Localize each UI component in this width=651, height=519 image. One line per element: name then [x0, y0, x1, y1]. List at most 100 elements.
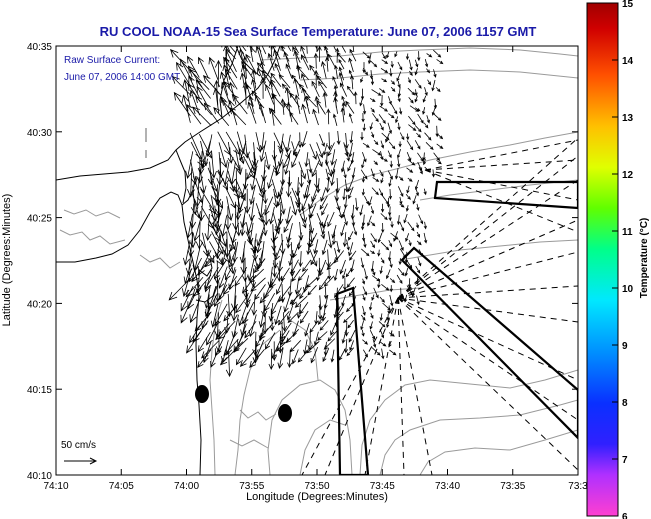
coverage-dashed-line: [397, 297, 578, 471]
current-vector: [279, 195, 286, 215]
x-tick-label: 73:55: [239, 481, 264, 492]
current-vector: [309, 232, 318, 249]
current-vector: [339, 82, 348, 97]
current-vector: [262, 313, 268, 335]
current-vector: [361, 214, 366, 227]
current-vector: [228, 151, 241, 172]
current-vector: [422, 152, 426, 162]
current-vector: [238, 194, 246, 214]
current-vector: [333, 85, 338, 98]
current-vector: [195, 79, 211, 99]
current-vector: [426, 68, 431, 74]
current-vector: [240, 215, 246, 237]
current-vector: [218, 278, 228, 301]
current-vector: [300, 54, 310, 71]
current-vector: [362, 104, 367, 115]
current-vector: [433, 152, 441, 162]
current-vector: [436, 143, 444, 149]
current-vector: [407, 77, 411, 84]
current-vector: [327, 53, 337, 69]
current-vector: [423, 232, 428, 244]
current-vector: [225, 48, 237, 72]
current-vector: [214, 303, 228, 327]
current-vector: [369, 60, 378, 68]
current-vector: [346, 149, 351, 162]
current-vector: [268, 348, 275, 371]
x-axis-ticks: 74:10 74:05 74:00 73:55 73:50 73:45 73:40 73:35…: [43, 46, 588, 492]
plot-frame: [55, 45, 579, 476]
current-vector: [343, 314, 353, 324]
current-vector: [423, 158, 427, 166]
current-vector: [393, 231, 398, 242]
x-tick-label: 74:00: [174, 481, 199, 492]
current-vector: [380, 151, 384, 161]
current-vector: [280, 330, 290, 346]
current-vector: [297, 349, 309, 363]
current-vector: [340, 224, 346, 237]
current-vector: [397, 61, 403, 71]
current-vector: [284, 158, 291, 176]
current-vector: [330, 149, 336, 166]
current-vector: [285, 328, 299, 344]
current-vector: [213, 106, 230, 126]
current-vector: [418, 166, 423, 175]
current-vector: [250, 78, 257, 98]
current-vector: [202, 232, 210, 258]
current-vector: [388, 178, 392, 188]
current-vector: [277, 251, 284, 273]
current-vector: [197, 349, 212, 369]
current-vector: [379, 122, 384, 131]
y-axis-ticks: 40:10 40:15 40:20 40:25 40:30 40:35: [27, 42, 578, 482]
current-vector: [301, 203, 308, 224]
current-vector: [252, 340, 259, 364]
current-vector: [315, 151, 323, 168]
current-vector: [346, 277, 355, 288]
current-vector: [406, 140, 414, 151]
current-vector: [316, 142, 324, 159]
coverage-dashed-line: [397, 297, 433, 475]
current-vector: [280, 98, 286, 115]
current-vector: [240, 177, 248, 199]
current-vector: [323, 286, 328, 300]
current-vector: [368, 302, 373, 311]
bathymetry-contour: [379, 399, 578, 475]
current-vector: [263, 204, 269, 226]
current-vector: [210, 152, 217, 179]
scale-label: 50 cm/s: [61, 440, 96, 451]
current-vector: [192, 214, 203, 242]
current-vector: [397, 86, 402, 98]
colorbar-tick-label: 11: [622, 227, 633, 238]
current-vector: [349, 250, 357, 261]
current-vector: [319, 320, 329, 331]
bathymetry-contour: [299, 419, 346, 475]
current-vector: [336, 52, 346, 63]
current-vector: [264, 152, 271, 171]
current-vector: [322, 214, 329, 229]
current-vector: [261, 46, 267, 55]
current-vector: [373, 160, 379, 166]
current-vector: [388, 141, 396, 150]
current-vector: [361, 188, 366, 196]
current-vector: [414, 59, 419, 68]
current-vector: [407, 159, 416, 166]
coastline-segment: [56, 191, 202, 475]
current-vector: [369, 122, 373, 131]
current-vector: [360, 223, 365, 231]
current-vector: [267, 266, 274, 289]
current-vector: [185, 276, 204, 298]
current-vector: [224, 311, 231, 334]
current-vector: [361, 248, 370, 257]
current-vector: [423, 122, 429, 129]
current-vector: [239, 72, 247, 97]
current-vector: [268, 107, 282, 125]
current-vector: [256, 224, 266, 247]
current-vector: [370, 221, 376, 227]
current-vector: [301, 196, 308, 212]
current-vector: [318, 275, 330, 291]
current-vector: [382, 157, 388, 162]
current-vector: [391, 104, 398, 115]
current-vector: [389, 285, 393, 293]
current-vector: [195, 221, 204, 250]
current-vector: [377, 278, 381, 289]
current-vector: [221, 46, 237, 60]
